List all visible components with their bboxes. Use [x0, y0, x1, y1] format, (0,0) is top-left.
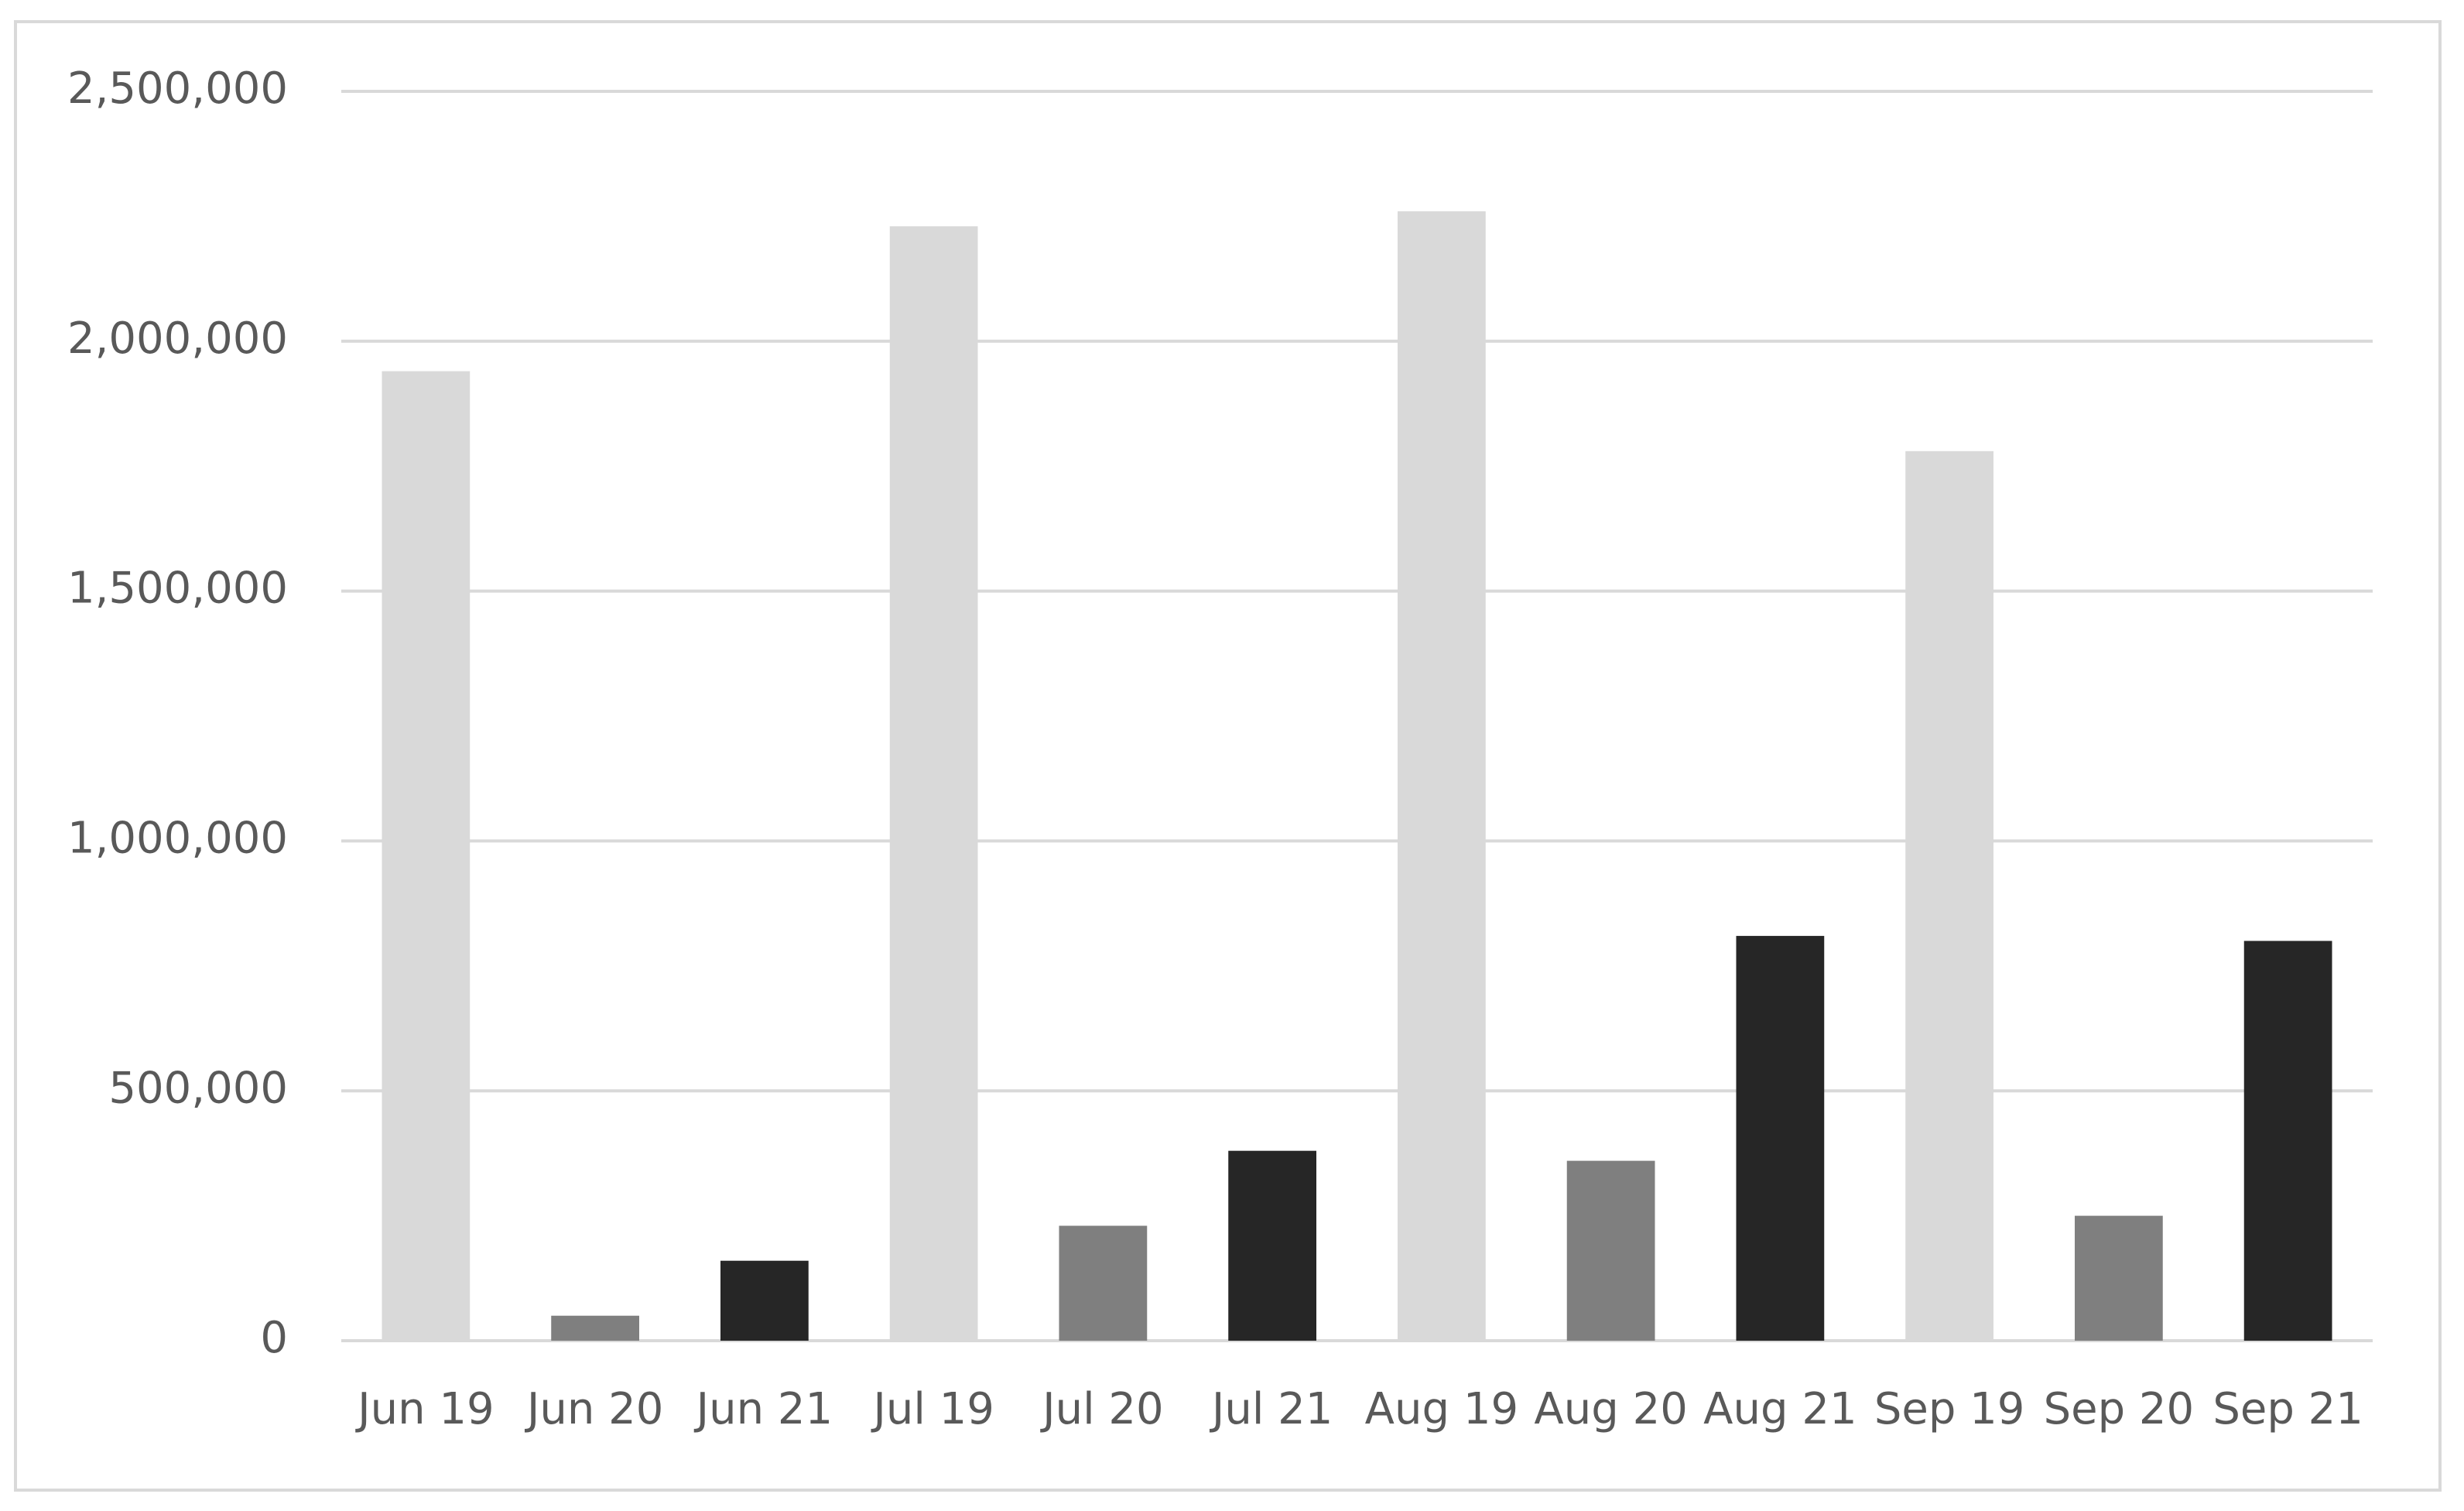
y-tick-label: 1,500,000 [67, 564, 288, 614]
bar [1566, 1160, 1655, 1341]
bar [1059, 1225, 1148, 1341]
x-tick-label: Jul 19 [871, 1384, 994, 1434]
x-tick-label: Sep 21 [2212, 1384, 2363, 1434]
y-tick-label: 1,000,000 [67, 814, 288, 864]
x-tick-label: Jun 20 [525, 1384, 664, 1434]
x-tick-label: Jul 20 [1040, 1384, 1164, 1434]
bar [2243, 941, 2332, 1341]
bar [889, 226, 978, 1341]
y-tick-label: 500,000 [108, 1063, 288, 1113]
x-tick-label: Jul 21 [1210, 1384, 1333, 1434]
bar [1736, 936, 1825, 1341]
x-tick-label: Aug 20 [1534, 1384, 1687, 1434]
x-tick-label: Jun 21 [694, 1384, 833, 1434]
x-tick-label: Sep 19 [1874, 1384, 2025, 1434]
y-tick-label: 2,500,000 [67, 63, 288, 114]
bar [1905, 451, 1993, 1341]
bar [551, 1315, 639, 1341]
bar [2075, 1215, 2163, 1341]
y-tick-label: 0 [260, 1313, 288, 1363]
x-tick-label: Jun 19 [355, 1384, 495, 1434]
bar [1228, 1150, 1316, 1341]
x-tick-label: Aug 21 [1703, 1384, 1857, 1434]
bar [382, 371, 471, 1341]
x-tick-label: Sep 20 [2044, 1384, 2195, 1434]
bar [720, 1260, 809, 1341]
bar [1398, 211, 1486, 1341]
x-tick-label: Aug 19 [1365, 1384, 1518, 1434]
y-tick-label: 2,000,000 [67, 314, 288, 364]
